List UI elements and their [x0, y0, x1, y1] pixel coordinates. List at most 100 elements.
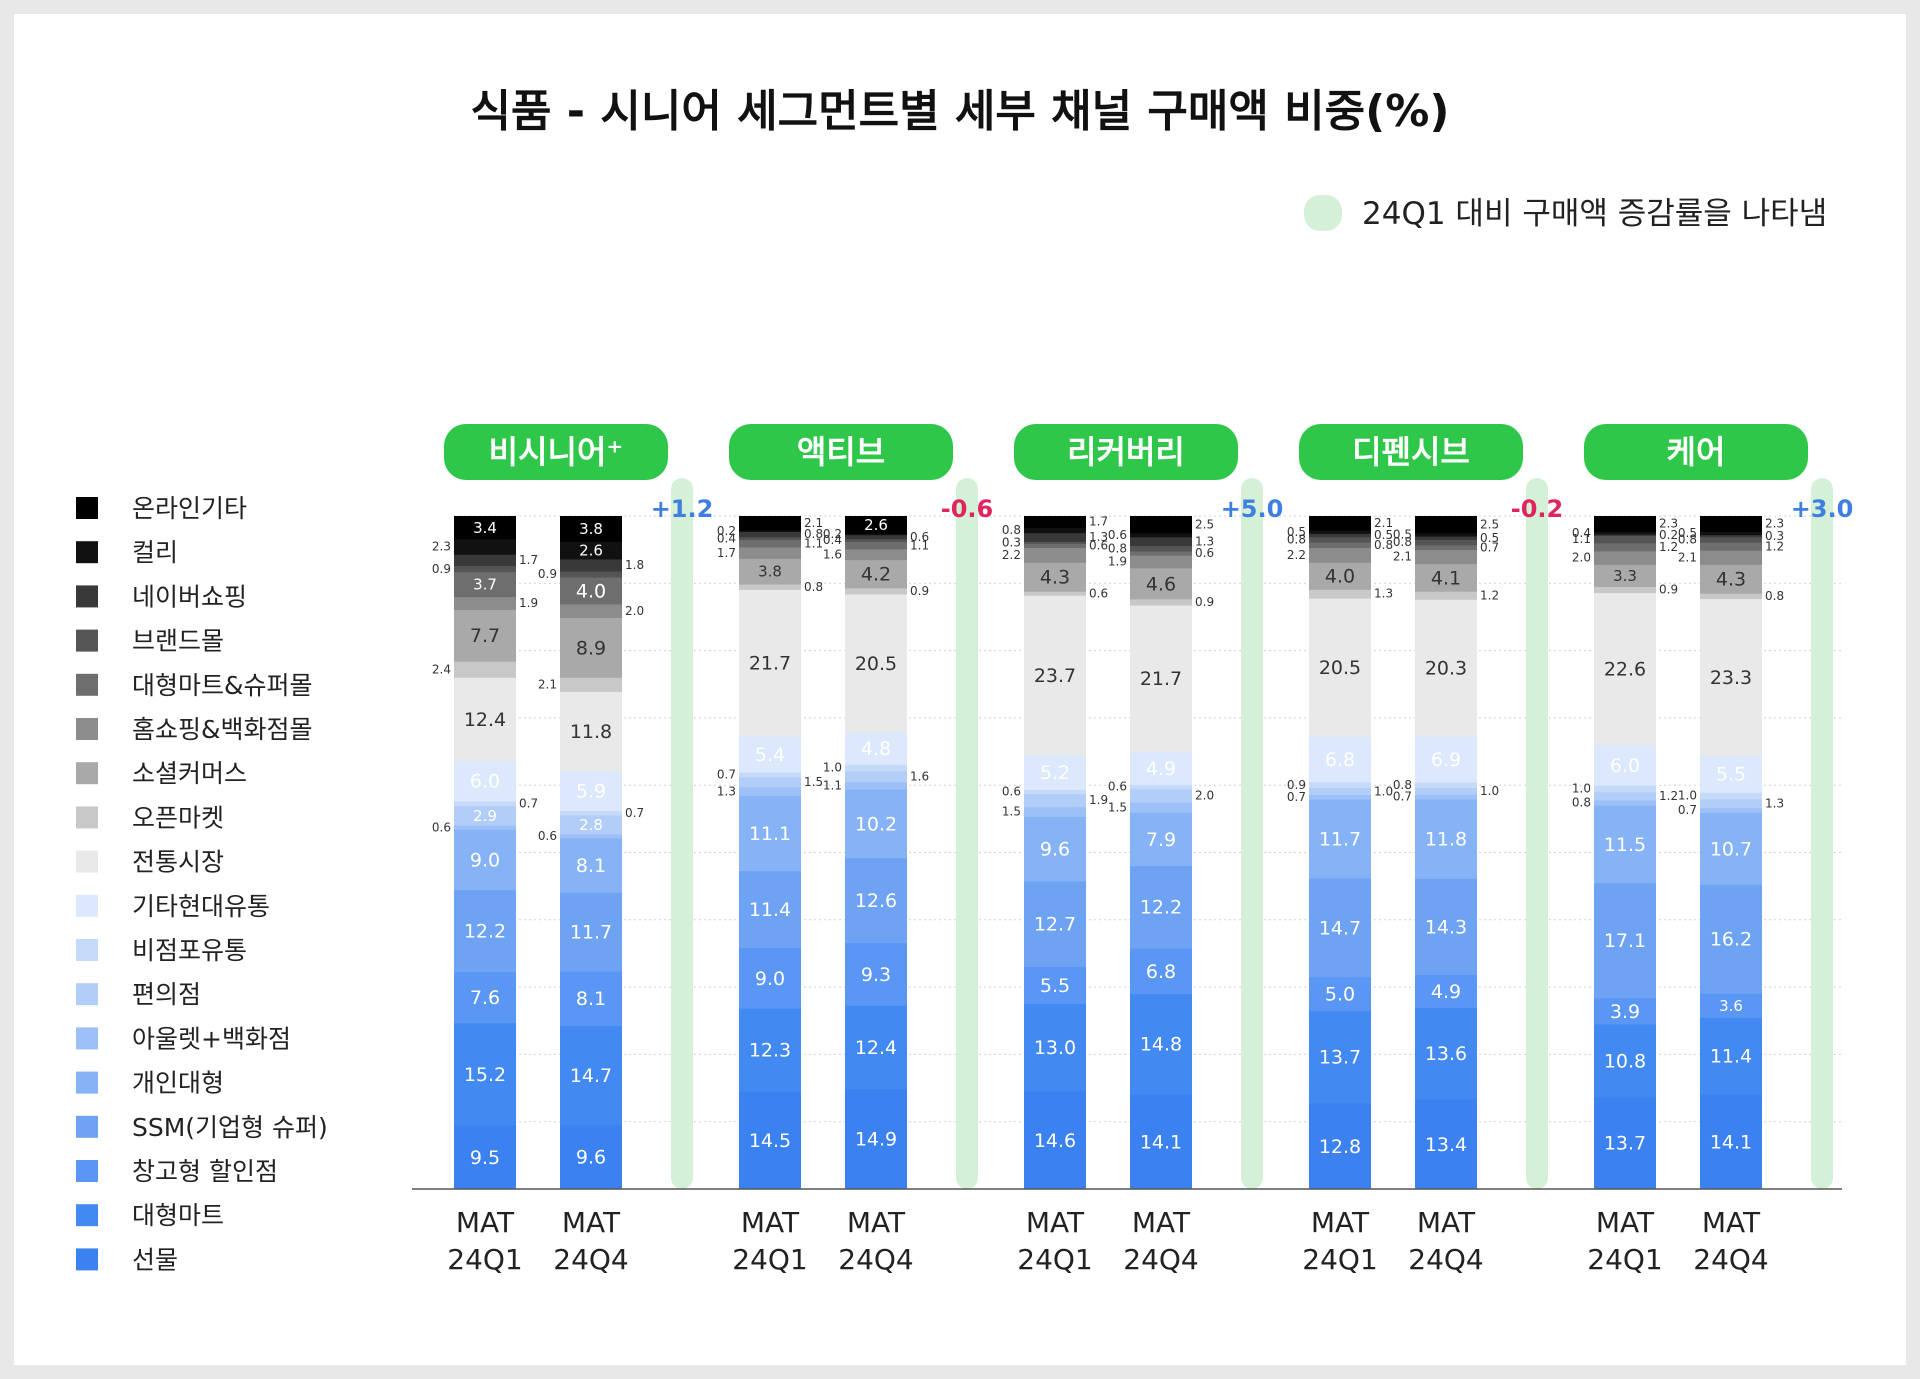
legend-item: 네이버쇼핑	[132, 582, 247, 611]
bar-segment	[1594, 791, 1656, 801]
bar-segment	[1130, 751, 1192, 786]
data-label-outside: 0.8	[804, 527, 823, 541]
bar-segment	[1594, 535, 1656, 544]
x-tick-label: 24Q4	[553, 1243, 628, 1276]
data-label: 3.8	[579, 520, 603, 538]
bar-segment	[739, 1091, 801, 1190]
data-label-outside: 1.6	[823, 547, 842, 561]
bar-segment	[1309, 736, 1371, 783]
change-indicator-bar	[671, 478, 693, 1189]
data-label: 6.0	[1610, 755, 1640, 777]
data-label: 11.8	[1425, 829, 1467, 851]
data-label-outside: 0.9	[432, 562, 451, 576]
data-label-outside: 0.3	[1765, 529, 1784, 543]
data-label-outside: 1.1	[910, 538, 929, 552]
bar-segment	[560, 677, 622, 692]
bar-segment	[739, 776, 801, 788]
data-label: 3.3	[1613, 567, 1637, 585]
data-label: 6.0	[470, 771, 500, 793]
bar-segment	[560, 604, 622, 618]
data-label: 10.7	[1710, 838, 1752, 860]
data-label: 8.1	[576, 988, 606, 1010]
data-label-outside: 1.2	[1480, 588, 1499, 602]
legend-item: SSM(기업형 슈퍼)	[132, 1113, 328, 1142]
data-label-outside: 0.9	[538, 567, 557, 581]
bar-segment	[845, 588, 907, 595]
x-tick-label: MAT	[1132, 1206, 1191, 1239]
data-label-outside: 1.6	[910, 769, 929, 783]
bar-segment	[1309, 977, 1371, 1012]
data-label-outside: 0.7	[1393, 790, 1412, 804]
legend-item: 아울렛+백화점	[132, 1024, 291, 1053]
bar-segment	[1594, 564, 1656, 588]
group-label: 액티브	[797, 433, 885, 471]
bar-segment	[560, 1124, 622, 1190]
data-label: 14.3	[1425, 916, 1467, 938]
bar-segment	[560, 691, 622, 772]
data-label: 20.5	[1319, 657, 1361, 679]
data-label: 5.4	[755, 744, 785, 766]
data-label: 2.8	[579, 816, 603, 834]
data-label-outside: 1.3	[1765, 796, 1784, 810]
x-tick-label: MAT	[456, 1206, 515, 1239]
x-tick-label: MAT	[1026, 1206, 1085, 1239]
data-label: 12.3	[749, 1040, 791, 1062]
data-label-outside: 0.4	[1572, 526, 1591, 540]
legend-item: 홈쇼핑&백화점몰	[132, 715, 313, 744]
data-label-outside: 0.6	[1002, 785, 1021, 799]
bar-segment	[1024, 547, 1086, 563]
bar-segment	[1309, 787, 1371, 796]
bar-segment	[1700, 516, 1762, 532]
group-label: 비시니어⁺	[489, 433, 624, 471]
bar-segment	[1024, 516, 1086, 528]
bar-segment	[1024, 543, 1086, 548]
bar-segment	[1130, 1093, 1192, 1190]
bar-segment	[454, 516, 516, 540]
data-label: 2.9	[473, 807, 497, 825]
legend-item: 선물	[132, 1245, 178, 1274]
bar-segment	[845, 764, 907, 772]
data-label-outside: 2.5	[1480, 517, 1499, 531]
legend-swatch	[76, 629, 98, 652]
bar-segment	[454, 609, 516, 662]
data-label-outside: 1.2	[1659, 789, 1678, 803]
data-label-outside: 1.3	[1195, 534, 1214, 548]
bar-segment	[1700, 755, 1762, 793]
bar-segment	[1309, 589, 1371, 599]
bar-segment	[1130, 536, 1192, 547]
bar-segment	[739, 870, 801, 948]
data-label-outside: 2.1	[1374, 516, 1393, 530]
data-label: 3.8	[758, 563, 782, 581]
data-label-outside: 1.0	[823, 761, 842, 775]
data-label: 13.6	[1425, 1043, 1467, 1065]
legend-item: 창고형 할인점	[132, 1157, 278, 1186]
bar-segment	[454, 825, 516, 830]
data-label-outside: 1.1	[823, 779, 842, 793]
data-label-outside: 0.6	[1089, 539, 1108, 553]
bar-segment	[739, 536, 801, 541]
data-label-outside: 0.8	[1002, 523, 1021, 537]
data-label-outside: 0.4	[717, 531, 736, 545]
legend-item: 온라인기타	[132, 494, 247, 523]
bar-segment	[1415, 549, 1477, 565]
bar-segment	[1415, 974, 1477, 1008]
bar-segment	[739, 947, 801, 1009]
data-label-outside: 0.8	[1678, 533, 1697, 547]
x-tick-label: MAT	[562, 1206, 621, 1239]
data-label-outside: 1.5	[1108, 800, 1127, 814]
data-label: 3.4	[473, 519, 497, 537]
legend-item: 브랜드몰	[132, 627, 224, 656]
data-label-outside: 0.5	[1374, 528, 1393, 542]
bar-segment	[560, 559, 622, 572]
data-label-outside: 2.0	[1195, 788, 1214, 802]
bar-segment	[560, 617, 622, 678]
bar-segment	[1415, 782, 1477, 789]
data-label: 11.1	[749, 823, 791, 845]
bar-segment	[1594, 882, 1656, 999]
change-indicator-bar	[1526, 478, 1548, 1189]
data-label-outside: 0.7	[1678, 803, 1697, 817]
data-label-outside: 2.2	[1287, 548, 1306, 562]
data-label-outside: 1.1	[1572, 532, 1591, 546]
bar-segment	[1700, 1017, 1762, 1095]
bar-segment	[1415, 799, 1477, 879]
